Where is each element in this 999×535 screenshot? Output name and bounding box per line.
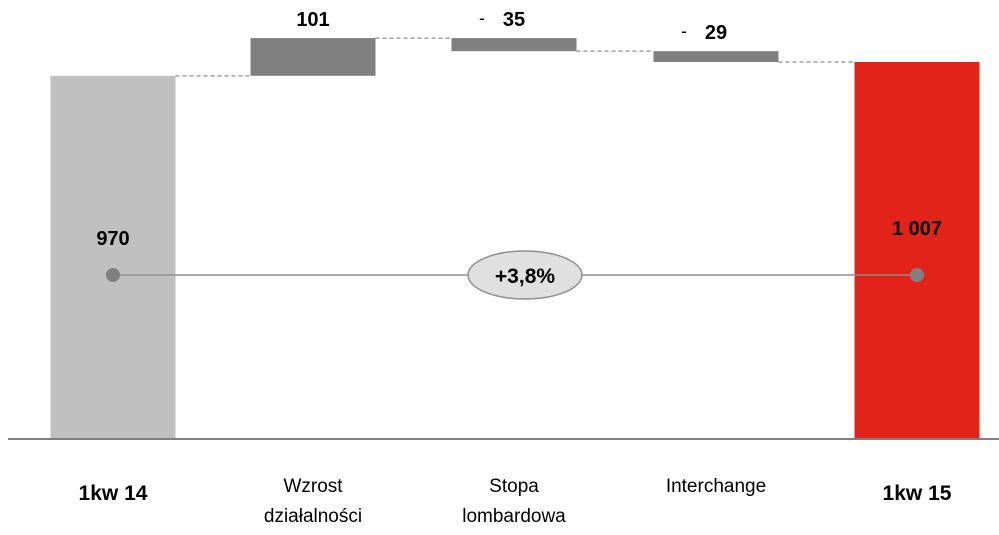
connectors-group xyxy=(175,37,855,77)
category-label-2-line-0: Stopa xyxy=(489,476,539,497)
growth-badge xyxy=(467,250,583,300)
growth-dot-start xyxy=(106,268,120,282)
category-label-0: 1kw 14 xyxy=(79,482,148,505)
negative-marker-2: - xyxy=(479,8,485,28)
category-label-3: Interchange xyxy=(666,476,766,497)
growth-percent-label: +3,8% xyxy=(495,265,555,288)
category-label-1-line-1: działalności xyxy=(264,506,362,527)
bar-4 xyxy=(854,62,980,438)
category-label-2-line-1: lombardowa xyxy=(462,506,566,527)
value-label-3: 29 xyxy=(705,22,727,44)
bar-2 xyxy=(451,38,577,52)
bars-group xyxy=(50,38,980,438)
value-label-2: 35 xyxy=(503,9,525,31)
category-label-4: 1kw 15 xyxy=(883,482,952,505)
bar-3 xyxy=(653,51,779,62)
growth-dot-end xyxy=(910,268,924,282)
category-labels-group: 1kw 14 Wzrost działalności Stopa lombardowa I… xyxy=(79,476,952,527)
value-label-4: 1 007 xyxy=(892,218,942,240)
bar-1 xyxy=(250,38,376,76)
category-label-1-line-0: Wzrost xyxy=(283,476,343,497)
negative-marker-3: - xyxy=(681,21,687,41)
value-label-0: 970 xyxy=(96,228,129,250)
value-label-1: 101 xyxy=(296,9,329,31)
growth-indicator: +3,8% xyxy=(106,250,924,300)
bar-0 xyxy=(50,75,176,438)
